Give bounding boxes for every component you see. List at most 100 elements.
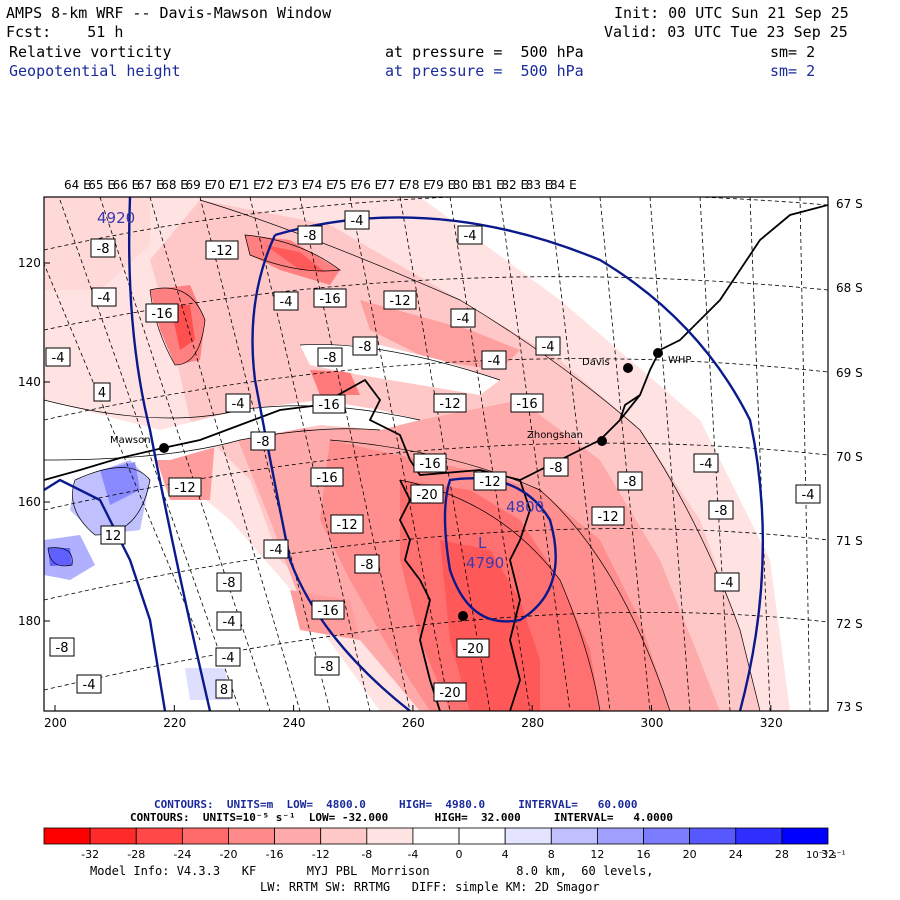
vorticity-label: -16 xyxy=(319,292,340,307)
colorbar-tick-label: -16 xyxy=(266,848,284,861)
vorticity-label: -4 xyxy=(270,543,283,558)
field1-name: Relative vorticity xyxy=(9,43,172,61)
vorticity-label: -8 xyxy=(624,475,637,490)
vorticity-label: -8 xyxy=(321,660,334,675)
vorticity-label-box xyxy=(330,514,364,534)
lon-label: 84 E xyxy=(550,178,577,192)
lon-label: 68 E xyxy=(161,178,188,192)
colorbar-swatch xyxy=(366,827,414,845)
height-label-4920: 4920 xyxy=(97,209,135,227)
vorticity-label: -8 xyxy=(324,351,337,366)
vorticity-label: -4 xyxy=(542,340,555,355)
vorticity-label-box xyxy=(457,225,483,245)
vorticity-label: -12 xyxy=(479,475,500,490)
vorticity-label: 4 xyxy=(98,386,106,401)
vorticity-label: -12 xyxy=(597,510,618,525)
station-label-zhongshan: Zhongshan xyxy=(527,430,583,441)
x-grid-label: 220 xyxy=(163,716,186,730)
vorticity-label-box xyxy=(473,471,507,491)
vorticity-label-box xyxy=(76,674,102,694)
vorticity-label-box xyxy=(263,539,289,559)
vorticity-label-box xyxy=(91,287,117,307)
vorticity-label: -8 xyxy=(550,461,563,476)
vorticity-label-box xyxy=(250,431,276,451)
vorticity-contour-info: CONTOURS: UNITS=10⁻⁵ s⁻¹ LOW= -32.000 HI… xyxy=(130,811,674,824)
vorticity-label: -12 xyxy=(211,244,232,259)
vorticity-label-box xyxy=(49,637,75,657)
lon-label: 71 E xyxy=(234,178,261,192)
colorbar-swatch xyxy=(228,827,275,845)
colorbar-swatch xyxy=(781,827,829,845)
colorbar-tick-label: -4 xyxy=(407,848,418,861)
lon-label: 74 E xyxy=(307,178,334,192)
colorbar-tick-label: 0 xyxy=(456,848,463,861)
vorticity-label-box xyxy=(311,600,345,620)
vorticity-label-box xyxy=(314,656,340,676)
lon-label: 79 E xyxy=(429,178,456,192)
colorbar-swatch xyxy=(458,827,506,845)
vorticity-label: -4 xyxy=(351,214,364,229)
field2-name: Geopotential height xyxy=(9,62,181,80)
vorticity-label-box xyxy=(225,393,251,413)
vorticity-label: -4 xyxy=(223,615,236,630)
vorticity-label-box xyxy=(352,336,378,356)
axes: 64 E65 E66 E67 E68 E69 E70 E71 E72 E73 E… xyxy=(18,178,863,730)
lon-label: 76 E xyxy=(356,178,383,192)
vorticity-label-box xyxy=(354,554,380,574)
x-grid-label: 320 xyxy=(760,716,783,730)
vorticity-label: -4 xyxy=(222,651,235,666)
vorticity-label: -4 xyxy=(280,295,293,310)
lat-label: 69 S xyxy=(836,366,863,380)
station-dot-whp xyxy=(653,348,663,358)
vorticity-label: -4 xyxy=(700,457,713,472)
lat-label: 70 S xyxy=(836,450,863,464)
x-grid-label: 240 xyxy=(283,716,306,730)
colorbar-tick-label: -32 xyxy=(81,848,99,861)
vorticity-label-box xyxy=(795,484,821,504)
vorticity-label: -8 xyxy=(56,641,69,656)
x-grid-label: 260 xyxy=(402,716,425,730)
vorticity-label: -16 xyxy=(516,397,537,412)
vorticity-label-box xyxy=(312,394,346,414)
lon-label: 83 E xyxy=(526,178,553,192)
vorticity-label-box xyxy=(216,572,242,592)
height-contour-info: CONTOURS: UNITS=m LOW= 4800.0 HIGH= 4980… xyxy=(154,798,638,811)
vorticity-label: -20 xyxy=(416,488,437,503)
colorbar-swatch xyxy=(643,827,691,845)
lon-label: 64 E xyxy=(64,178,91,192)
vorticity-label-box xyxy=(93,382,111,402)
map-plot-area: Davis WHP Zhongshan Mawson 4920 4800 479… xyxy=(44,197,828,711)
physics-info: LW: RRTM SW: RRTMG DIFF: simple KM: 2D S… xyxy=(260,880,600,894)
colorbar-tick-label: 24 xyxy=(729,848,743,861)
colorbar-tick-label: 16 xyxy=(637,848,651,861)
lon-label: 66 E xyxy=(113,178,140,192)
vorticity-label: 8 xyxy=(220,683,228,698)
vorticity-label: -12 xyxy=(174,481,195,496)
lat-label: 67 S xyxy=(836,197,863,211)
field1-smooth: sm= 2 xyxy=(770,43,816,61)
vorticity-label: -12 xyxy=(336,518,357,533)
y-grid-label: 160 xyxy=(18,495,41,509)
field2-level: at pressure = 500 hPa xyxy=(385,62,584,80)
station-dot-mawson xyxy=(159,443,169,453)
lon-label: 67 E xyxy=(137,178,164,192)
colorbar-tick-label: 20 xyxy=(683,848,697,861)
graticule xyxy=(44,197,828,711)
colorbar-swatch xyxy=(320,827,368,845)
lon-label: 65 E xyxy=(88,178,115,192)
vorticity-label-box xyxy=(481,350,507,370)
vorticity-label-box xyxy=(413,453,447,473)
vorticity-label-box xyxy=(297,225,323,245)
lon-label: 82 E xyxy=(501,178,528,192)
vorticity-label-box xyxy=(456,638,490,658)
colorbar-tick-label: -28 xyxy=(127,848,145,861)
colorbar-swatch xyxy=(274,827,322,845)
vorticity-label-box xyxy=(410,484,444,504)
vorticity-labels: -8 -4 -4 4 -16 -12 -4 -16 -8 -4 -4 -12 -4 -8 -8 -4 -4 -4 -… xyxy=(45,210,821,702)
init-time: Init: 00 UTC Sun 21 Sep 25 xyxy=(614,4,849,22)
forecast-hour: Fcst: 51 h xyxy=(6,23,124,41)
height-label-4790: 4790 xyxy=(466,554,504,572)
vorticity-label-box xyxy=(535,336,561,356)
colorbar-swatch xyxy=(43,827,91,845)
